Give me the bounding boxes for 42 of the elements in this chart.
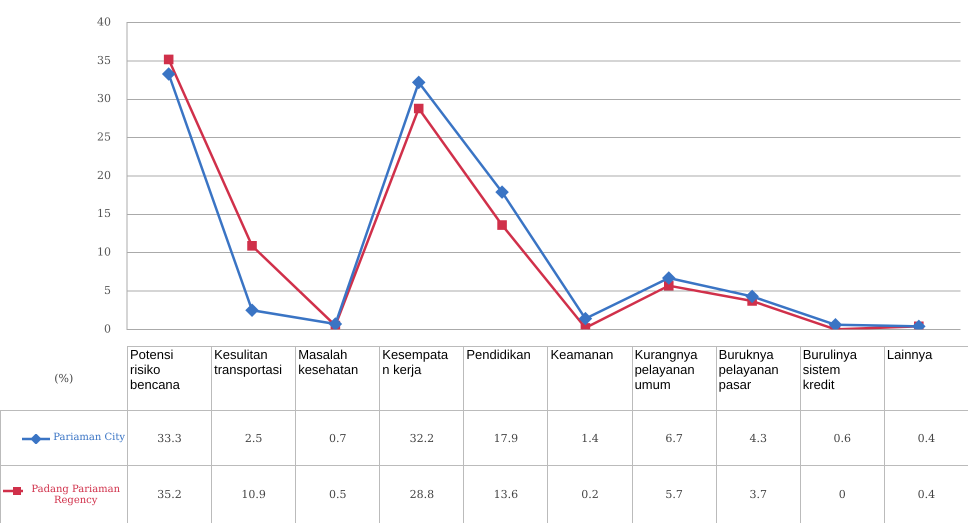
y-tick-label: 0 [104, 322, 111, 336]
x-tick-label: Buruknya pelayanan pasar [718, 347, 780, 392]
data-label: 0 [800, 466, 884, 523]
x-tick-label: Keamanan [550, 347, 614, 362]
data-label: 4.3 [716, 410, 800, 466]
data-label: 13.6 [464, 466, 548, 523]
data-label: 0.2 [548, 466, 632, 523]
data-label: 0.4 [884, 466, 968, 523]
legend-label: Padang Pariaman Regency [30, 484, 122, 506]
data-label: 3.7 [716, 466, 800, 523]
x-tick-label: Kesulitan transportasi [214, 347, 284, 377]
data-label: 5.7 [632, 466, 716, 523]
data-label: 0.5 [296, 466, 380, 523]
data-label: 28.8 [380, 466, 464, 523]
y-tick-label: 15 [97, 207, 111, 220]
x-tick-label: Masalah kesehatan [298, 347, 360, 377]
data-label: 1.4 [548, 410, 632, 466]
x-tick-label: Kurangnya pelayanan umum [634, 347, 698, 392]
data-label: 6.7 [632, 410, 716, 466]
data-label: 33.3 [128, 410, 212, 466]
y-tick-label: 20 [97, 168, 111, 182]
data-label: 0.7 [296, 410, 380, 466]
data-label: 10.9 [212, 466, 296, 523]
y-axis-title: (%) [53, 370, 74, 387]
x-tick-label: Potensi risiko bencana [130, 347, 181, 392]
data-label: 2.5 [212, 410, 296, 466]
x-tick-label: Lainnya [886, 347, 934, 362]
y-tick-label: 10 [97, 246, 111, 259]
y-tick-label: 40 [97, 15, 111, 28]
data-label: 35.2 [128, 466, 212, 523]
data-label: 0.4 [884, 410, 968, 466]
x-tick-label: Pendidikan [466, 347, 532, 362]
x-tick-label: Burulinya sistem kredit [802, 347, 858, 392]
y-tick-label: 25 [97, 130, 111, 144]
y-tick-label: 5 [104, 284, 111, 297]
data-label: 32.2 [380, 410, 464, 466]
y-tick-label: 35 [97, 54, 111, 67]
data-label: 0.6 [800, 410, 884, 466]
x-tick-label: Kesempatan kerja [382, 347, 450, 377]
data-label: 17.9 [464, 410, 548, 466]
y-tick-label: 30 [97, 92, 111, 106]
legend-label: Pariaman City [53, 432, 125, 443]
